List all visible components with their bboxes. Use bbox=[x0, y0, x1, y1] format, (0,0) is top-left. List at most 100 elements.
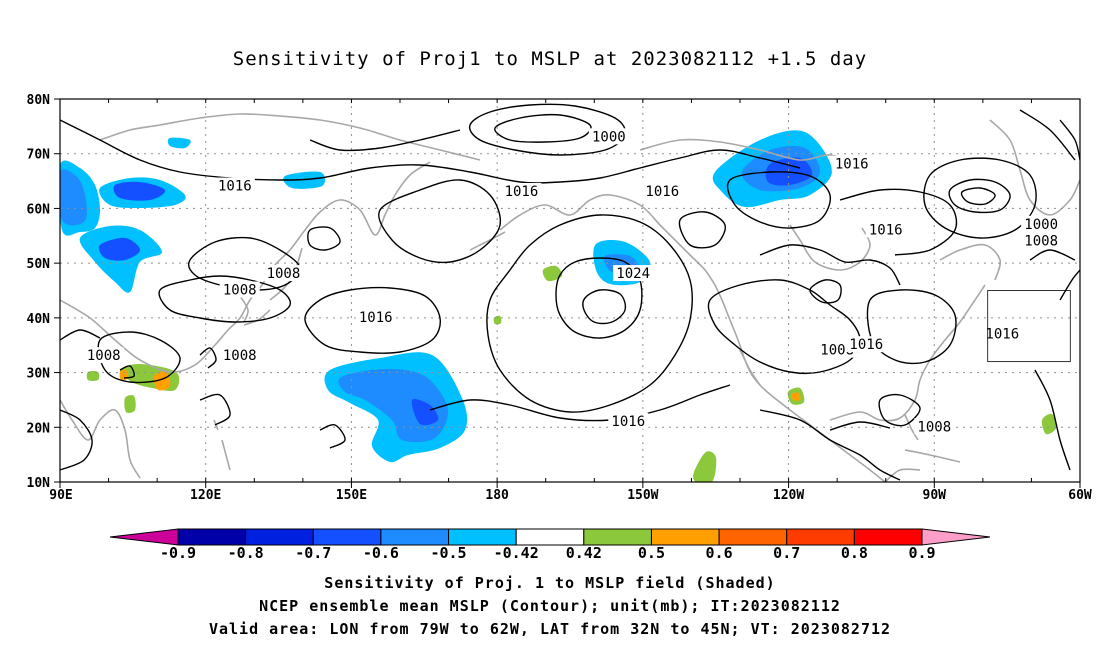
coastline bbox=[904, 449, 961, 463]
colorbar-swatch bbox=[312, 528, 382, 546]
colorbar-label: 0.42 bbox=[566, 544, 602, 562]
coastline bbox=[939, 243, 1002, 281]
shade-region bbox=[98, 237, 140, 261]
shade-region bbox=[86, 371, 100, 381]
isobar bbox=[119, 365, 135, 379]
colorbar-swatch bbox=[177, 528, 247, 546]
shade-region bbox=[283, 171, 326, 189]
shade-region bbox=[113, 181, 166, 201]
isobar bbox=[1019, 109, 1076, 161]
lon-label: 120W bbox=[773, 488, 804, 503]
lon-label: 90W bbox=[923, 488, 947, 503]
map-frame bbox=[59, 98, 1081, 483]
lon-label: 150W bbox=[627, 488, 658, 503]
lat-label: 40N bbox=[27, 312, 51, 327]
sensitivity-shading bbox=[60, 130, 1057, 482]
isobar bbox=[304, 286, 441, 354]
contour-label-bg bbox=[263, 265, 304, 282]
colorbar-swatch bbox=[448, 528, 517, 546]
coastline bbox=[221, 439, 231, 471]
isobar bbox=[839, 188, 958, 256]
isobar bbox=[678, 211, 726, 249]
map-title: Sensitivity of Proj1 to MSLP at 20230821… bbox=[232, 48, 868, 70]
contour-label: 1008 bbox=[223, 348, 257, 364]
isobar bbox=[199, 393, 231, 426]
lon-label: 120E bbox=[190, 488, 221, 503]
colorbar-label: -0.5 bbox=[430, 544, 466, 562]
contour-label: 1000 bbox=[1024, 217, 1058, 233]
lon-label: 180 bbox=[485, 488, 509, 503]
coastline bbox=[639, 138, 861, 166]
contour-label-bg bbox=[501, 183, 542, 200]
isobar bbox=[60, 119, 801, 184]
colorbar-swatch bbox=[583, 528, 652, 546]
isobar bbox=[759, 244, 901, 286]
contour-label: 1016 bbox=[835, 157, 869, 173]
colorbar-arrow-left bbox=[109, 528, 179, 546]
colorbar-label: -0.7 bbox=[295, 544, 331, 562]
shade-region bbox=[167, 137, 191, 149]
isobar bbox=[759, 409, 901, 481]
coastline bbox=[469, 231, 506, 251]
colorbar-label: 0.7 bbox=[773, 544, 800, 562]
contour-label: 1016 bbox=[985, 326, 1019, 342]
isobar bbox=[307, 226, 341, 251]
contour-label: 1024 bbox=[616, 266, 650, 282]
colorbar-swatch bbox=[786, 528, 855, 546]
shade-region bbox=[1041, 413, 1057, 435]
isobar bbox=[960, 187, 996, 206]
isobar bbox=[1029, 249, 1076, 261]
isobar bbox=[1059, 119, 1080, 161]
isobar bbox=[486, 214, 693, 413]
contour-label-bg bbox=[914, 418, 955, 435]
contour-label: 1016 bbox=[849, 337, 883, 353]
contour-label-bg bbox=[219, 281, 260, 298]
contour-label: 1016 bbox=[611, 414, 645, 430]
coastline bbox=[499, 194, 716, 286]
contour-label: 1000 bbox=[592, 129, 626, 145]
colorbar-swatch bbox=[515, 528, 585, 546]
coastline bbox=[60, 399, 141, 479]
coastline bbox=[99, 113, 481, 161]
isobar bbox=[829, 421, 891, 431]
lat-label: 10N bbox=[27, 476, 51, 491]
lat-label: 50N bbox=[27, 257, 51, 272]
contour-label-bg bbox=[613, 265, 654, 282]
shade-region bbox=[153, 371, 171, 391]
isobar bbox=[97, 331, 181, 384]
isobar bbox=[726, 171, 832, 229]
colorbar-swatch bbox=[718, 528, 788, 546]
shade-region bbox=[693, 451, 717, 482]
contour-label-bg bbox=[982, 325, 1023, 342]
contour-label: 1008 bbox=[917, 419, 951, 435]
lat-label: 80N bbox=[27, 93, 51, 108]
contour-label-bg bbox=[214, 177, 255, 194]
lon-label: 150E bbox=[336, 488, 367, 503]
isobar bbox=[429, 384, 731, 422]
contour-label-bg bbox=[355, 308, 396, 325]
coastline bbox=[739, 349, 761, 386]
contour-label-bg bbox=[608, 412, 649, 429]
coastline bbox=[884, 468, 921, 482]
colorbar-arrow-right bbox=[921, 528, 991, 546]
colorbar-swatch bbox=[245, 528, 314, 546]
contour-label: 1016 bbox=[645, 184, 679, 200]
isobar bbox=[309, 129, 461, 152]
isobar bbox=[494, 113, 592, 143]
contour-label: 1008 bbox=[820, 343, 854, 359]
isobar bbox=[582, 289, 627, 325]
contour-label: 1016 bbox=[505, 184, 539, 200]
contour-label-bg bbox=[642, 183, 683, 200]
caption-line-2: NCEP ensemble mean MSLP (Contour); unit(… bbox=[259, 597, 841, 615]
contour-label: 1008 bbox=[87, 348, 121, 364]
isobar bbox=[1034, 369, 1071, 471]
coastline bbox=[989, 119, 1080, 216]
isobar bbox=[707, 279, 861, 375]
graticule-grid bbox=[60, 99, 1080, 482]
colorbar-label: -0.8 bbox=[228, 544, 264, 562]
colorbar-label: 0.9 bbox=[908, 544, 935, 562]
colorbar-swatch bbox=[853, 528, 923, 546]
isobar bbox=[319, 423, 346, 449]
